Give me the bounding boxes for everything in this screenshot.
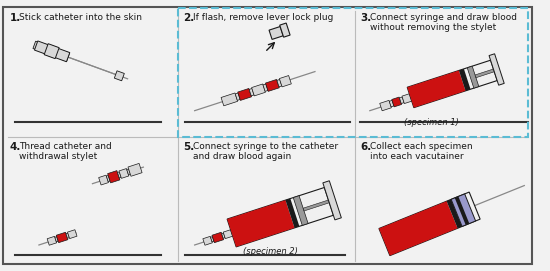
Polygon shape — [279, 76, 292, 87]
Text: (specimen 1): (specimen 1) — [404, 118, 459, 127]
Polygon shape — [47, 45, 58, 58]
Polygon shape — [293, 196, 308, 225]
Polygon shape — [212, 232, 224, 243]
Polygon shape — [263, 84, 268, 91]
Polygon shape — [407, 60, 497, 108]
Text: into each vacutainer: into each vacutainer — [370, 151, 464, 160]
Polygon shape — [238, 88, 251, 101]
Polygon shape — [285, 199, 299, 228]
Polygon shape — [126, 169, 130, 175]
Polygon shape — [221, 93, 238, 106]
Polygon shape — [118, 172, 121, 178]
Polygon shape — [55, 50, 62, 58]
Polygon shape — [266, 79, 279, 91]
Polygon shape — [66, 233, 69, 238]
Polygon shape — [235, 93, 240, 100]
Bar — [178, 8, 529, 137]
Polygon shape — [379, 192, 480, 256]
Polygon shape — [467, 66, 479, 88]
Polygon shape — [203, 236, 212, 245]
Polygon shape — [227, 188, 333, 247]
Polygon shape — [35, 41, 70, 62]
Polygon shape — [459, 69, 470, 91]
Text: 5.: 5. — [183, 142, 194, 152]
Polygon shape — [42, 44, 51, 54]
Text: 3.: 3. — [360, 13, 371, 23]
Polygon shape — [407, 70, 465, 108]
Polygon shape — [59, 50, 70, 61]
Polygon shape — [55, 237, 58, 242]
Polygon shape — [223, 230, 233, 238]
Polygon shape — [227, 200, 294, 247]
Polygon shape — [389, 100, 394, 107]
Polygon shape — [108, 171, 120, 183]
Text: Collect each specimen: Collect each specimen — [370, 142, 472, 151]
Text: If flash, remove lever lock plug: If flash, remove lever lock plug — [192, 13, 333, 22]
Text: 2.: 2. — [183, 13, 194, 23]
Text: Stick catheter into the skin: Stick catheter into the skin — [19, 13, 142, 22]
Polygon shape — [249, 89, 254, 96]
Polygon shape — [489, 54, 504, 85]
Polygon shape — [280, 23, 290, 37]
Polygon shape — [379, 100, 392, 111]
Polygon shape — [114, 71, 124, 81]
Text: without removing the stylet: without removing the stylet — [370, 23, 496, 32]
Text: 4.: 4. — [10, 142, 21, 152]
Polygon shape — [399, 97, 404, 104]
Text: and draw blood again: and draw blood again — [192, 151, 291, 160]
Polygon shape — [98, 175, 108, 185]
Polygon shape — [402, 94, 412, 104]
Text: Connect syringe and draw blood: Connect syringe and draw blood — [370, 13, 517, 22]
Polygon shape — [269, 27, 283, 39]
Polygon shape — [277, 79, 282, 87]
Polygon shape — [447, 199, 462, 228]
Polygon shape — [33, 41, 45, 52]
Polygon shape — [455, 196, 469, 225]
Polygon shape — [211, 237, 214, 242]
Polygon shape — [251, 84, 266, 96]
Text: 6.: 6. — [360, 142, 371, 152]
Polygon shape — [47, 236, 57, 245]
Text: Connect syringe to the catheter: Connect syringe to the catheter — [192, 142, 338, 151]
Polygon shape — [119, 169, 129, 178]
Text: (specimen 2): (specimen 2) — [243, 247, 298, 256]
Polygon shape — [68, 230, 77, 238]
Polygon shape — [44, 44, 59, 59]
Polygon shape — [475, 69, 494, 78]
Text: 1.: 1. — [10, 13, 21, 23]
Polygon shape — [303, 200, 329, 211]
Polygon shape — [379, 201, 458, 256]
Text: Thread catheter and: Thread catheter and — [19, 142, 112, 151]
Polygon shape — [56, 232, 68, 243]
Text: withdrawal stylet: withdrawal stylet — [19, 151, 98, 160]
Polygon shape — [222, 233, 225, 238]
Polygon shape — [323, 181, 342, 220]
Polygon shape — [451, 194, 476, 227]
Polygon shape — [128, 163, 142, 176]
Polygon shape — [392, 97, 402, 107]
Polygon shape — [106, 176, 110, 182]
